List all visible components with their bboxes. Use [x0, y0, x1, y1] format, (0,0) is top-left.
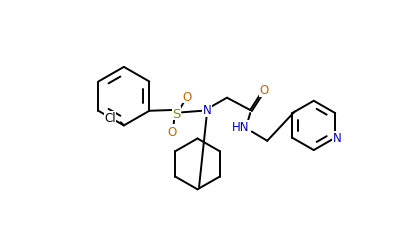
- Text: S: S: [172, 107, 180, 120]
- Text: O: O: [167, 125, 176, 138]
- Text: HN: HN: [231, 121, 249, 134]
- Text: O: O: [182, 90, 192, 103]
- Text: Cl: Cl: [104, 112, 115, 125]
- Text: O: O: [259, 84, 268, 97]
- Text: N: N: [332, 132, 340, 145]
- Text: N: N: [202, 104, 211, 117]
